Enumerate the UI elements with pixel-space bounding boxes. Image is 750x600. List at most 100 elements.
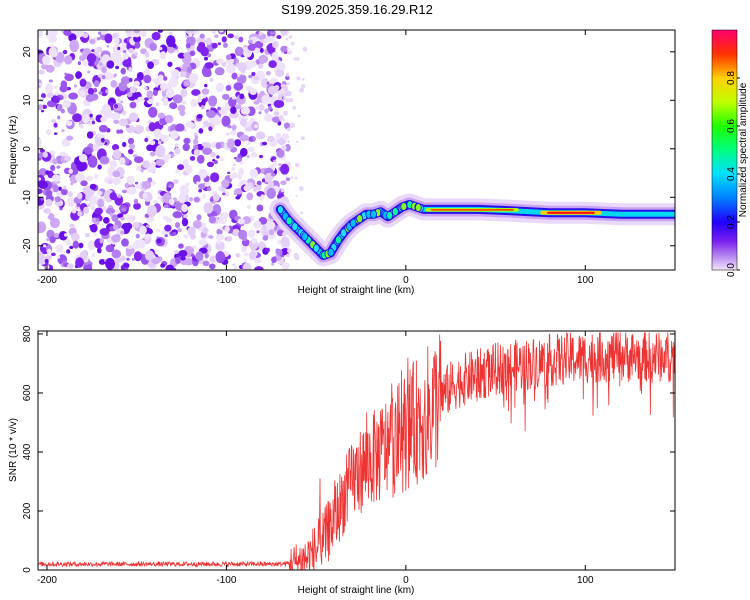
noise-blob bbox=[149, 93, 153, 96]
noise-blob bbox=[42, 55, 51, 66]
noise-blob bbox=[66, 197, 76, 208]
noise-blob bbox=[275, 132, 282, 140]
noise-blob bbox=[275, 108, 279, 112]
noise-blob bbox=[98, 91, 103, 95]
noise-blob bbox=[187, 226, 196, 237]
noise-blob bbox=[122, 53, 129, 60]
noise-blob bbox=[216, 155, 220, 159]
noise-blob bbox=[231, 72, 238, 80]
noise-blob bbox=[199, 33, 205, 39]
noise-blob bbox=[126, 175, 135, 185]
noise-blobs bbox=[38, 30, 308, 270]
noise-blob bbox=[53, 96, 60, 104]
noise-blob bbox=[262, 235, 269, 241]
noise-blob bbox=[120, 67, 126, 75]
noise-blob bbox=[264, 114, 274, 122]
noise-blob bbox=[125, 124, 130, 128]
noise-blob bbox=[212, 193, 220, 202]
snr-y-tick-label: 400 bbox=[22, 443, 33, 460]
noise-blob bbox=[109, 160, 118, 169]
noise-blob bbox=[265, 70, 271, 76]
noise-blob bbox=[210, 151, 217, 158]
noise-blob bbox=[267, 180, 274, 189]
noise-blob bbox=[196, 214, 202, 221]
noise-blob bbox=[192, 138, 199, 145]
noise-blob bbox=[128, 48, 135, 54]
noise-blob bbox=[251, 237, 258, 244]
noise-blob bbox=[235, 253, 241, 258]
noise-blob bbox=[206, 161, 215, 168]
noise-blob bbox=[64, 73, 74, 82]
noise-blob bbox=[175, 123, 185, 132]
noise-blob bbox=[239, 93, 245, 100]
noise-blob bbox=[172, 94, 183, 104]
noise-blob bbox=[53, 85, 58, 89]
noise-blob bbox=[169, 102, 177, 110]
noise-blob bbox=[50, 164, 56, 172]
noise-blob bbox=[155, 102, 159, 107]
noise-blob bbox=[261, 178, 266, 183]
noise-blob bbox=[280, 236, 290, 248]
noise-blob bbox=[133, 156, 144, 164]
noise-blob bbox=[109, 212, 113, 217]
noise-blob bbox=[91, 252, 96, 257]
noise-blob bbox=[87, 70, 91, 74]
noise-blob bbox=[105, 89, 109, 94]
noise-blob bbox=[42, 247, 46, 251]
noise-blob bbox=[275, 69, 285, 77]
noise-blob bbox=[40, 93, 46, 99]
noise-blob bbox=[156, 228, 161, 233]
noise-blob bbox=[172, 179, 179, 185]
spectrogram-y-label: Frequency (Hz) bbox=[8, 116, 19, 185]
noise-blob bbox=[120, 265, 125, 270]
noise-blob bbox=[221, 115, 231, 127]
noise-blob bbox=[155, 159, 165, 166]
noise-blob bbox=[129, 86, 137, 94]
noise-blob bbox=[183, 52, 192, 59]
noise-blob bbox=[147, 61, 154, 69]
noise-blob bbox=[268, 229, 275, 236]
noise-blob bbox=[246, 192, 254, 201]
noise-blob bbox=[100, 137, 105, 143]
noise-blob bbox=[137, 96, 145, 102]
noise-blob bbox=[285, 177, 291, 181]
noise-blob bbox=[126, 257, 130, 261]
noise-blob bbox=[133, 198, 139, 205]
noise-blob bbox=[116, 98, 122, 102]
noise-blob bbox=[162, 98, 169, 107]
noise-blob bbox=[193, 132, 198, 137]
colorbar-label: Normalized spectral amplitude bbox=[738, 82, 749, 217]
noise-blob bbox=[247, 89, 252, 93]
noise-blob bbox=[280, 180, 287, 186]
noise-blob bbox=[231, 166, 236, 172]
ridge-blob bbox=[285, 216, 293, 226]
noise-blob bbox=[184, 258, 194, 266]
noise-blob bbox=[128, 143, 136, 150]
noise-blob bbox=[216, 228, 223, 236]
snr-x-tick-label: 100 bbox=[577, 575, 594, 586]
noise-blob bbox=[239, 161, 244, 165]
noise-blob bbox=[172, 231, 177, 236]
noise-blob bbox=[233, 266, 237, 270]
noise-blob bbox=[57, 115, 61, 120]
noise-blob bbox=[142, 192, 148, 199]
spectrogram-y-ticks: -20 -10 0 10 20 bbox=[22, 46, 675, 253]
noise-blob bbox=[45, 255, 52, 260]
noise-blob bbox=[144, 250, 155, 261]
noise-blob bbox=[52, 158, 58, 165]
snr-frame bbox=[37, 330, 676, 571]
noise-blob bbox=[110, 112, 121, 120]
colorbar-tick-label: 0.4 bbox=[726, 167, 737, 181]
noise-blob bbox=[218, 215, 228, 225]
noise-blob bbox=[46, 248, 52, 255]
noise-blob bbox=[196, 143, 204, 151]
noise-blob bbox=[157, 112, 166, 119]
noise-blob bbox=[118, 118, 128, 127]
noise-blob bbox=[88, 195, 99, 206]
noise-blob bbox=[160, 263, 166, 268]
noise-blob bbox=[215, 251, 226, 264]
noise-blob bbox=[170, 68, 180, 78]
noise-blob bbox=[118, 157, 126, 166]
noise-blob bbox=[208, 263, 216, 270]
noise-blob bbox=[118, 129, 124, 134]
